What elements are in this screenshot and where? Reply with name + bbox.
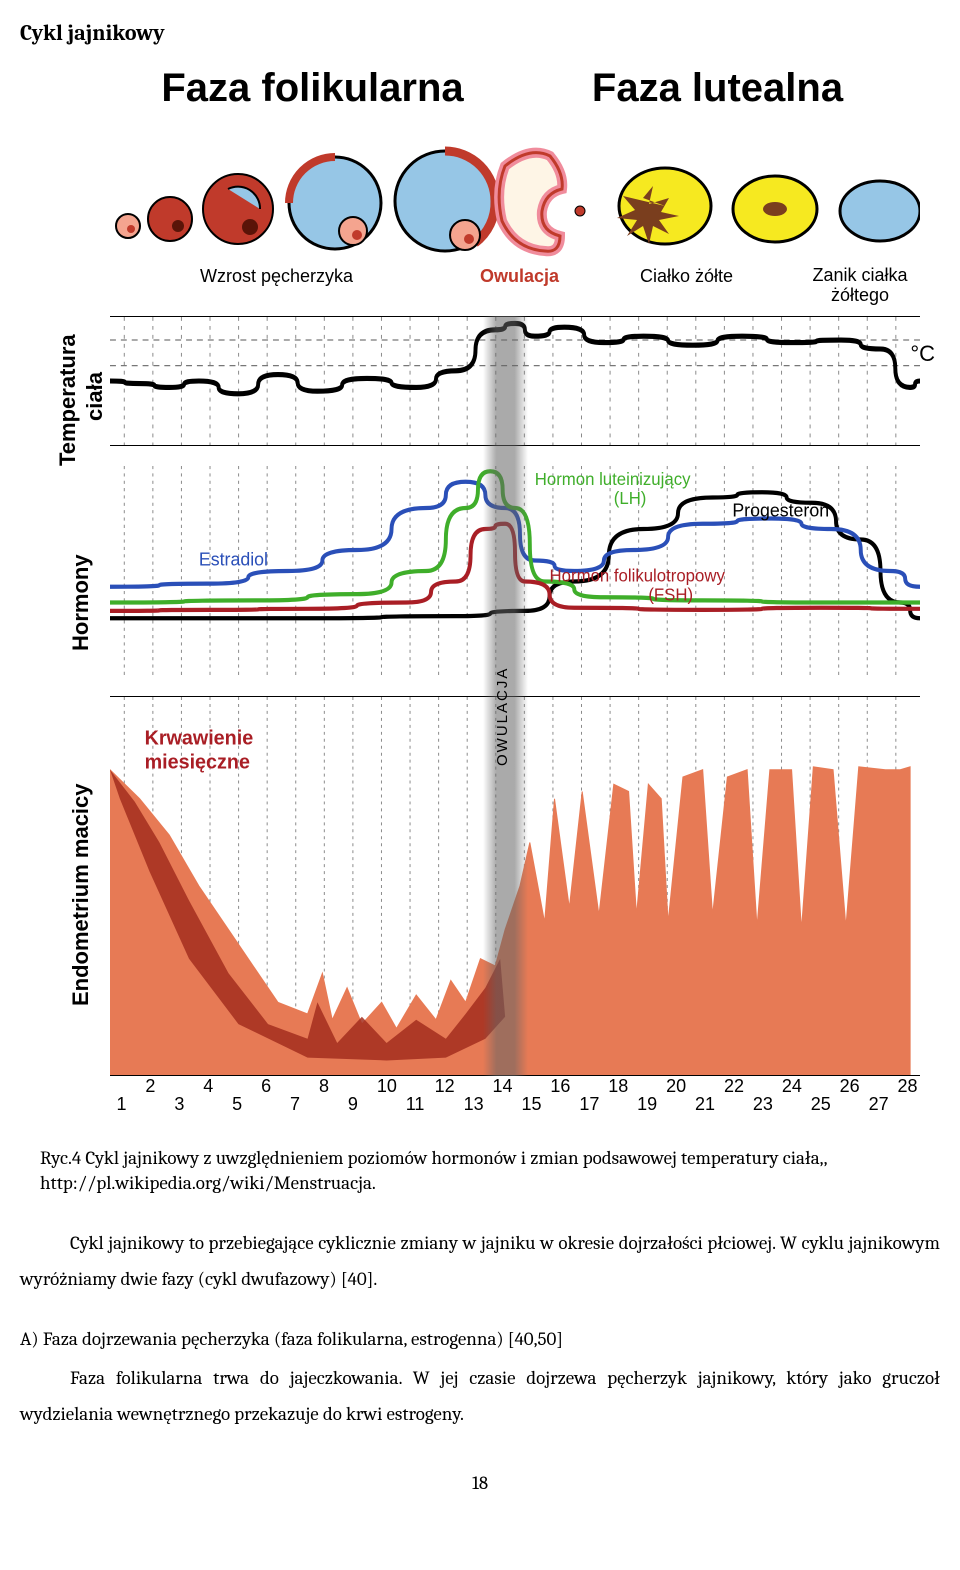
paragraph-1: Cykl jajnikowy to przebiegające cykliczn…: [20, 1225, 940, 1297]
xtick: 13: [464, 1094, 484, 1115]
svg-text:Estradiol: Estradiol: [199, 548, 268, 570]
ovulation-vertical-text: OWULACJA: [494, 667, 511, 766]
xtick: 9: [348, 1094, 358, 1115]
page-number: 18: [20, 1472, 940, 1494]
paragraph-2: Faza folikularna trwa do jajeczkowania. …: [20, 1360, 940, 1432]
axis-temp-sub: ciała: [82, 372, 108, 421]
figure-caption: Ryc.4 Cykl jajnikowy z uwzględnieniem po…: [40, 1146, 920, 1195]
xtick: 7: [290, 1094, 300, 1115]
label-decay: Zanik ciałka żółtego: [800, 266, 920, 306]
axis-endometrium: Endometrium macicy: [68, 783, 94, 1006]
xtick: 16: [550, 1076, 570, 1097]
section-heading: A) Faza dojrzewania pęcherzyka (faza fol…: [20, 1328, 940, 1350]
xtick: 23: [753, 1094, 773, 1115]
svg-text:Progesteron: Progesteron: [732, 499, 829, 521]
xtick: 10: [377, 1076, 397, 1097]
xtick: 26: [840, 1076, 860, 1097]
xtick: 2: [145, 1076, 155, 1097]
xtick: 18: [608, 1076, 628, 1097]
xtick: 15: [521, 1094, 541, 1115]
xtick: 5: [232, 1094, 242, 1115]
follicle-row: [110, 131, 920, 261]
phase-titles: Faza folikularna Faza lutealna: [110, 66, 920, 111]
follicle-stage-labels: Wzrost pęcherzyka Owulacja Ciałko żółte …: [110, 266, 920, 306]
xtick: 17: [579, 1094, 599, 1115]
axis-temp: Temperatura: [55, 334, 81, 466]
svg-text:Krwawienie: Krwawienie: [145, 728, 254, 750]
label-ovulation: Owulacja: [480, 266, 559, 287]
svg-text:miesięczne: miesięczne: [145, 752, 250, 774]
axis-hormones: Hormony: [68, 554, 94, 651]
svg-text:Hormon folikulotropowy: Hormon folikulotropowy: [550, 565, 726, 586]
page-title: Cykl jajnikowy: [20, 20, 940, 46]
label-growth: Wzrost pęcherzyka: [200, 266, 353, 287]
xtick: 20: [666, 1076, 686, 1097]
xtick: 25: [811, 1094, 831, 1115]
phase-luteal: Faza lutealna: [515, 66, 920, 111]
xtick: 22: [724, 1076, 744, 1097]
svg-text:(LH): (LH): [614, 487, 647, 508]
xtick: 21: [695, 1094, 715, 1115]
xtick: 28: [898, 1076, 918, 1097]
xtick: 4: [203, 1076, 213, 1097]
xtick: 8: [319, 1076, 329, 1097]
xtick: 3: [174, 1094, 184, 1115]
phase-follicular: Faza folikularna: [110, 66, 515, 111]
x-axis: 2468101214161820222426281357911131517192…: [110, 1076, 920, 1116]
xtick: 12: [435, 1076, 455, 1097]
xtick: 1: [116, 1094, 126, 1115]
label-corpus: Ciałko żółte: [640, 266, 733, 287]
xtick: 27: [869, 1094, 889, 1115]
ovarian-cycle-diagram: Faza folikularna Faza lutealna: [30, 66, 930, 1116]
xtick: 11: [406, 1094, 425, 1115]
xtick: 19: [637, 1094, 657, 1115]
svg-text:(FSH): (FSH): [648, 584, 693, 605]
xtick: 14: [493, 1076, 513, 1097]
svg-text:Hormon luteinizujący: Hormon luteinizujący: [535, 468, 691, 489]
xtick: 24: [782, 1076, 802, 1097]
xtick: 6: [261, 1076, 271, 1097]
